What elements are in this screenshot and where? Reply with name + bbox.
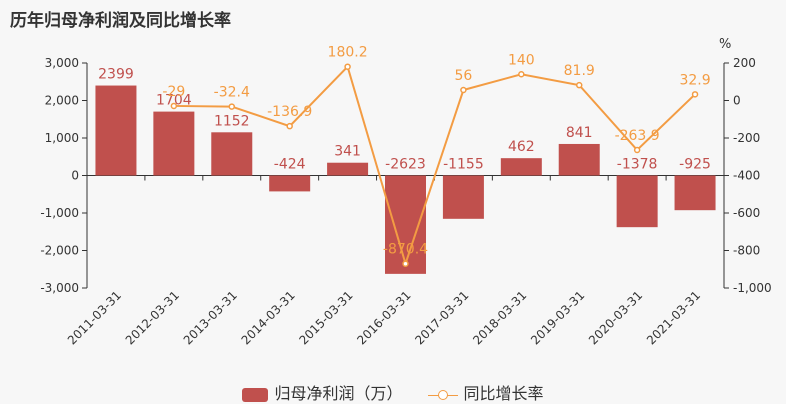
bar-data-label: 841 xyxy=(566,125,593,141)
legend-line-label: 同比增长率 xyxy=(464,384,544,403)
x-tick-label: 2015-03-31 xyxy=(296,288,355,347)
bar-data-label: -424 xyxy=(274,157,306,173)
y-right-tick-label: 200 xyxy=(733,56,756,70)
bar xyxy=(559,144,600,176)
line-data-label: 140 xyxy=(508,52,535,68)
x-tick-label: 2021-03-31 xyxy=(644,288,703,347)
legend-bar-swatch xyxy=(242,388,268,402)
line-data-label: 180.2 xyxy=(328,45,368,61)
x-tick-label: 2014-03-31 xyxy=(239,288,298,347)
bar xyxy=(501,158,542,175)
chart-canvas: 3,000 2,000 1,000 0 -1,000 -2,000 -3,000 200 0 -2… xyxy=(0,0,786,378)
line-point xyxy=(229,104,234,109)
line-point xyxy=(577,83,582,88)
line-point xyxy=(403,261,408,266)
legend-item-line[interactable]: 同比增长率 xyxy=(428,380,544,404)
y-right-tick-label: -400 xyxy=(733,169,760,183)
line-data-label: 81.9 xyxy=(564,63,595,79)
bar xyxy=(675,176,716,211)
bar xyxy=(153,112,194,176)
bar-data-label: -2623 xyxy=(385,157,426,173)
line-data-label: 32.9 xyxy=(679,72,710,88)
x-tick-label: 2018-03-31 xyxy=(470,288,529,347)
y-left-tick-label: 0 xyxy=(71,169,79,183)
bar xyxy=(269,176,310,192)
line-data-label: -263.9 xyxy=(615,128,660,144)
y-left-tick-label: -3,000 xyxy=(40,281,79,295)
y-left-tick-label: -2,000 xyxy=(40,244,79,258)
y-right-unit: % xyxy=(719,37,731,52)
line-point xyxy=(519,72,524,77)
legend-line-swatch xyxy=(428,388,458,402)
line-data-label: -136.9 xyxy=(267,104,312,120)
line-point xyxy=(635,147,640,152)
line-point xyxy=(693,92,698,97)
legend-bar-label: 归母净利润（万） xyxy=(274,384,402,403)
bar xyxy=(95,86,136,176)
y-right-tick-label: 0 xyxy=(733,94,741,108)
bar-data-label: 1152 xyxy=(214,113,250,129)
x-tick-label: 2016-03-31 xyxy=(354,288,413,347)
y-left-tick-label: -1,000 xyxy=(40,206,79,220)
x-tick-label: 2017-03-31 xyxy=(412,288,471,347)
line-data-label: -870.4 xyxy=(383,242,428,258)
line-data-label: -32.4 xyxy=(214,85,250,101)
line-point xyxy=(171,103,176,108)
bar xyxy=(327,163,368,176)
bar xyxy=(443,176,484,219)
legend: 归母净利润（万） 同比增长率 xyxy=(0,380,786,404)
line-data-label: 56 xyxy=(454,68,472,84)
bar xyxy=(617,176,658,228)
line-point xyxy=(287,124,292,129)
y-left-tick-label: 2,000 xyxy=(45,94,79,108)
x-tick-label: 2011-03-31 xyxy=(65,288,124,347)
y-left-tick-label: 1,000 xyxy=(45,131,79,145)
y-right-tick-label: -200 xyxy=(733,131,760,145)
legend-item-bar[interactable]: 归母净利润（万） xyxy=(242,380,402,404)
bar-data-label: -925 xyxy=(679,157,711,173)
y-right-tick-label: -1,000 xyxy=(733,281,772,295)
bar-data-label: -1155 xyxy=(443,157,484,173)
bar-data-label: 341 xyxy=(334,144,361,160)
bar-data-label: 462 xyxy=(508,139,535,155)
bar xyxy=(211,132,252,175)
x-tick-label: 2013-03-31 xyxy=(181,288,240,347)
y-right-tick-label: -800 xyxy=(733,244,760,258)
x-tick-label: 2019-03-31 xyxy=(528,288,587,347)
line-point xyxy=(461,88,466,93)
bar-data-label: 2399 xyxy=(98,67,134,83)
line-point xyxy=(345,64,350,69)
y-left-tick-label: 3,000 xyxy=(45,56,79,70)
bar xyxy=(385,176,426,274)
x-tick-label: 2012-03-31 xyxy=(123,288,182,347)
line-data-label: -29 xyxy=(162,84,185,100)
bar-data-label: -1378 xyxy=(617,157,658,173)
y-right-tick-label: -600 xyxy=(733,206,760,220)
x-tick-label: 2020-03-31 xyxy=(586,288,645,347)
